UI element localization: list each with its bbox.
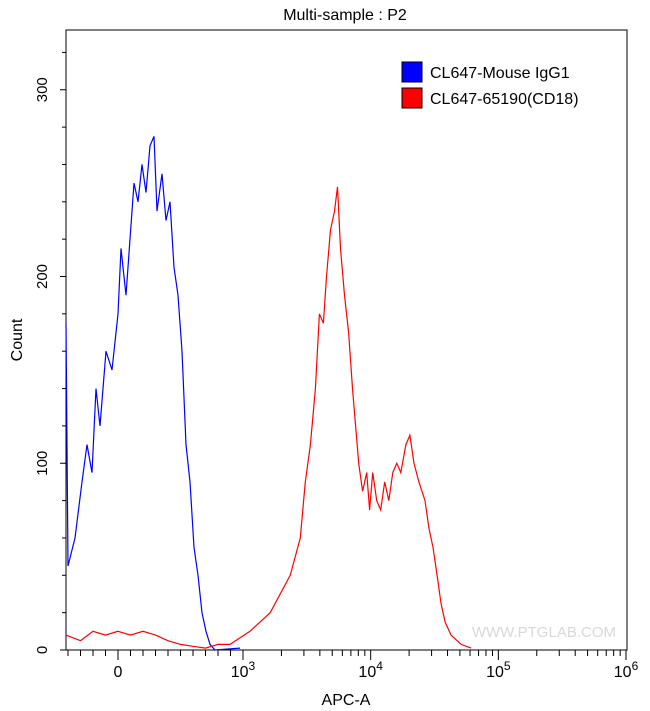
series-line-2 [65,186,472,649]
series-line-1 [65,136,241,651]
x-tick-label: 106 [614,659,639,681]
legend-label: CL647-Mouse IgG1 [430,65,570,82]
plot-frame [65,29,628,651]
x-tick-label: 104 [358,659,383,681]
legend-label: CL647-65190(CD18) [430,91,579,108]
legend: CL647-Mouse IgG1 CL647-65190(CD18) [401,61,579,109]
y-tick-label: 0 [34,646,51,654]
legend-swatch [401,87,423,109]
x-tick-label: 103 [231,659,256,681]
watermark: WWW.PTGLAB.COM [472,624,616,641]
x-axis-label: APC-A [322,692,371,709]
y-tick-label: 200 [34,264,51,289]
x-tick-label: 105 [486,659,511,681]
chart-title: Multi-sample : P2 [283,7,407,24]
y-tick-label: 300 [34,77,51,102]
legend-swatch [401,61,423,83]
y-tick-label: 100 [34,451,51,476]
y-axis-label: Count [9,318,26,361]
x-tick-label: 0 [114,664,123,681]
